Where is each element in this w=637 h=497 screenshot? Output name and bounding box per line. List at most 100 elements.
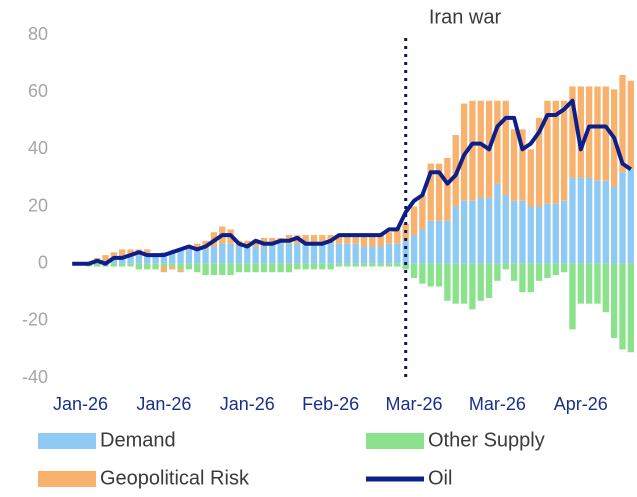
bar [477, 100, 484, 198]
bar [394, 263, 401, 267]
bar [494, 183, 501, 264]
bar [127, 249, 134, 256]
bar [352, 235, 359, 244]
x-tick-label: Feb-26 [302, 394, 359, 414]
bar [469, 263, 476, 310]
bar [610, 263, 618, 338]
bar [269, 243, 276, 264]
y-tick-label: -20 [22, 310, 48, 330]
x-tick-label: Jan-26 [220, 394, 275, 414]
bar [360, 246, 368, 264]
legend-label: Oil [428, 467, 452, 489]
bar [452, 263, 459, 304]
bar [435, 163, 443, 221]
x-tick-label: Mar-26 [386, 394, 443, 414]
legend-swatch [38, 471, 96, 487]
bar [377, 235, 384, 247]
bar [627, 169, 634, 264]
bar [402, 240, 409, 264]
bar [327, 263, 334, 270]
bar [344, 243, 351, 264]
bar [552, 100, 559, 204]
bar [194, 243, 201, 250]
oil-line [72, 98, 632, 266]
bar [327, 243, 334, 264]
bar [127, 255, 134, 264]
bar [310, 263, 318, 270]
bar [460, 200, 468, 264]
bar [394, 229, 401, 244]
bar [202, 263, 209, 276]
bar [594, 86, 601, 181]
bar [427, 263, 434, 287]
bar [135, 263, 143, 270]
bar [335, 243, 343, 264]
bar [335, 263, 343, 267]
bar [194, 249, 201, 264]
bar [377, 263, 384, 267]
bar [344, 263, 351, 267]
bar [419, 263, 426, 284]
bar [510, 129, 518, 201]
bar [594, 263, 601, 304]
bar [602, 263, 609, 313]
bar [485, 197, 493, 264]
bar [177, 269, 184, 273]
bar [369, 246, 376, 264]
bar [619, 263, 626, 350]
bar [360, 263, 368, 267]
bar [602, 180, 609, 264]
bar [127, 263, 134, 267]
bar [560, 100, 568, 201]
bar [477, 263, 484, 301]
bar [385, 243, 393, 264]
annotation-label: Iran war [429, 6, 502, 28]
bar [402, 263, 409, 270]
bar [277, 263, 284, 273]
bar [219, 263, 226, 276]
bar [219, 243, 226, 264]
bar [294, 243, 301, 264]
bar [585, 177, 593, 264]
bar [119, 257, 126, 264]
bar [619, 75, 626, 173]
bar [202, 249, 209, 264]
bar [594, 180, 601, 264]
bar [619, 172, 626, 264]
bar [560, 263, 568, 273]
y-tick-label: -40 [22, 367, 48, 387]
bar [535, 117, 543, 207]
bar [319, 243, 326, 264]
bar [294, 263, 301, 270]
bar [252, 246, 259, 264]
bar [535, 206, 543, 264]
bar [185, 263, 193, 270]
legend-label: Other Supply [428, 429, 545, 451]
bar [494, 263, 501, 281]
bar [560, 200, 568, 264]
bar [577, 177, 584, 264]
legend-label: Demand [100, 429, 176, 451]
bar [394, 243, 401, 264]
bar [302, 243, 309, 264]
bar [285, 243, 293, 264]
bar [152, 255, 159, 264]
y-tick-label: 20 [28, 195, 48, 215]
bar [227, 243, 234, 264]
bar [569, 86, 576, 178]
bar [285, 263, 293, 273]
bar [535, 263, 543, 281]
bar [544, 100, 551, 204]
bar [160, 266, 168, 273]
bar [360, 235, 368, 247]
x-tick-label: Apr-26 [554, 394, 608, 414]
bar [419, 195, 426, 230]
y-tick-label: 40 [28, 138, 48, 158]
y-tick-label: 0 [38, 252, 48, 272]
bar [177, 249, 184, 264]
bar [410, 206, 418, 236]
bar [435, 263, 443, 287]
bar [210, 263, 218, 276]
bar [169, 266, 176, 270]
